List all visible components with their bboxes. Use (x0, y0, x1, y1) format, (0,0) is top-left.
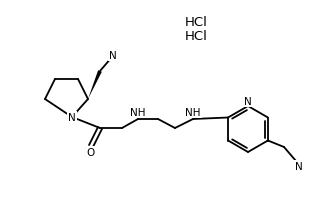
Text: NH: NH (130, 108, 146, 118)
Text: HCl: HCl (184, 29, 208, 42)
Text: N: N (244, 96, 252, 106)
Text: N: N (109, 51, 117, 61)
Polygon shape (88, 71, 102, 100)
Text: HCl: HCl (184, 16, 208, 29)
Text: O: O (86, 147, 94, 157)
Text: NH: NH (185, 108, 201, 118)
Text: N: N (68, 112, 76, 122)
Text: N: N (295, 161, 303, 171)
